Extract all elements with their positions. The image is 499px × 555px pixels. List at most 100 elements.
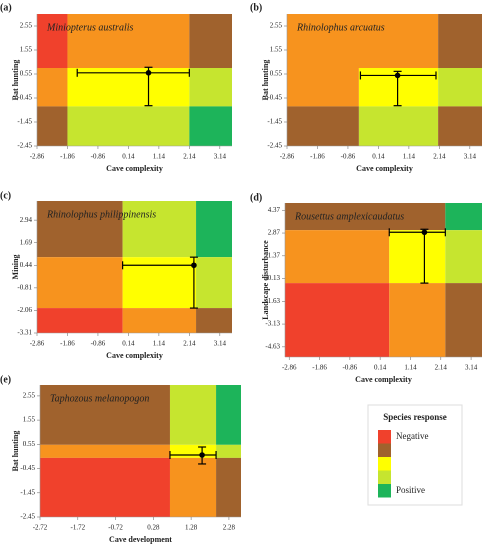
y-tick-label: 0.55 — [20, 70, 33, 78]
legend-label: Positive — [396, 485, 425, 495]
y-tick-label: 2.55 — [20, 22, 33, 30]
y-tick-label: -2.45 — [20, 513, 35, 521]
x-tick-label: -2.86 — [30, 153, 45, 161]
x-tick-label: 3.14 — [214, 340, 227, 348]
cell — [37, 68, 68, 107]
x-tick-label: -2.86 — [282, 364, 297, 372]
point — [421, 229, 428, 236]
cell — [37, 106, 68, 146]
y-tick-label: 2.94 — [20, 216, 33, 224]
x-tick-label: -0.72 — [108, 524, 123, 532]
cell — [438, 106, 482, 146]
y-tick-label: 1.55 — [23, 416, 36, 424]
legend-label: Negative — [396, 431, 428, 441]
y-tick-label: -0.81 — [17, 283, 32, 291]
x-tick-label: 0.14 — [122, 153, 135, 161]
x-tick-label: -1.86 — [60, 153, 75, 161]
species-name: Rhinolophus arcuatus — [296, 22, 385, 33]
x-tick-label: -1.86 — [60, 340, 75, 348]
cell — [169, 444, 217, 458]
y-tick-label: 4.37 — [268, 206, 281, 214]
cell — [389, 230, 446, 284]
y-tick-label: 1.55 — [270, 46, 283, 54]
cell — [445, 203, 482, 231]
cell — [358, 106, 439, 146]
x-tick-label: -2.86 — [280, 153, 295, 161]
y-tick-label: 0.55 — [270, 70, 283, 78]
y-tick-label: -3.13 — [265, 320, 280, 328]
cell — [67, 14, 190, 68]
cell — [285, 203, 446, 231]
cell — [287, 14, 439, 68]
y-tick-label: -1.63 — [265, 297, 280, 305]
point — [199, 452, 205, 458]
x-tick-label: 0.14 — [122, 340, 135, 348]
panel-label: (b) — [250, 2, 262, 13]
cell — [445, 283, 482, 357]
y-tick-label: -1.45 — [20, 488, 35, 496]
cell — [196, 257, 232, 309]
y-tick-label: -1.45 — [17, 118, 32, 126]
cell — [445, 230, 482, 284]
y-tick-label: 2.55 — [23, 392, 36, 400]
y-axis-label: Mining — [11, 255, 20, 280]
cell — [189, 14, 232, 68]
x-tick-label: -2.86 — [30, 340, 45, 348]
cell — [37, 257, 123, 309]
y-axis-label: Landscape disturbance — [261, 240, 270, 320]
cell — [37, 201, 123, 258]
cell — [285, 230, 390, 284]
cell — [189, 106, 232, 146]
x-tick-label: -1.86 — [310, 153, 325, 161]
x-axis-label: Cave complexity — [355, 375, 412, 384]
x-tick-label: 0.14 — [372, 153, 385, 161]
y-tick-label: 2.87 — [268, 229, 281, 237]
cell — [216, 385, 241, 445]
x-tick-label: 3.14 — [214, 153, 227, 161]
x-tick-label: 2.14 — [183, 153, 196, 161]
y-tick-label: 0.55 — [23, 440, 36, 448]
y-tick-label: 2.55 — [270, 22, 283, 30]
cell — [196, 308, 232, 333]
cell — [40, 457, 170, 517]
cell — [438, 14, 482, 68]
x-tick-label: -0.86 — [341, 153, 356, 161]
cell — [389, 283, 446, 357]
x-tick-label: -1.86 — [312, 364, 327, 372]
x-tick-label: 1.14 — [403, 153, 416, 161]
legend-swatch — [378, 470, 391, 484]
x-axis-label: Cave complexity — [356, 164, 413, 173]
y-tick-label: 0.44 — [20, 261, 33, 269]
cell — [169, 385, 217, 445]
panel-label: (c) — [0, 190, 11, 201]
x-axis-label: Cave development — [109, 535, 172, 544]
cell — [169, 457, 217, 517]
x-tick-label: 2.14 — [433, 153, 446, 161]
x-tick-label: -2.72 — [33, 524, 48, 532]
legend-swatch — [378, 457, 391, 471]
y-tick-label: 1.69 — [20, 238, 33, 246]
cell — [40, 385, 170, 445]
cell — [37, 308, 123, 333]
x-tick-label: 1.14 — [153, 340, 166, 348]
cell — [122, 308, 197, 333]
species-name: Miniopterus australis — [46, 22, 134, 33]
x-tick-label: 0.28 — [147, 524, 160, 532]
y-tick-label: -2.45 — [267, 142, 282, 150]
x-tick-label: -0.86 — [343, 364, 358, 372]
x-tick-label: 1.14 — [404, 364, 417, 372]
cell — [189, 68, 232, 107]
cell — [40, 444, 170, 458]
x-tick-label: 1.14 — [153, 153, 166, 161]
y-axis-label: Bat hunting — [11, 60, 20, 101]
y-tick-label: -0.45 — [17, 94, 32, 102]
cell — [196, 201, 232, 258]
x-tick-label: 2.14 — [183, 340, 196, 348]
point — [394, 72, 401, 79]
y-tick-label: 1.55 — [20, 46, 33, 54]
cell — [67, 106, 190, 146]
y-tick-label: -0.13 — [265, 274, 280, 282]
y-tick-label: -3.31 — [17, 329, 32, 337]
species-name: Rhinolophus philippinensis — [46, 209, 156, 220]
